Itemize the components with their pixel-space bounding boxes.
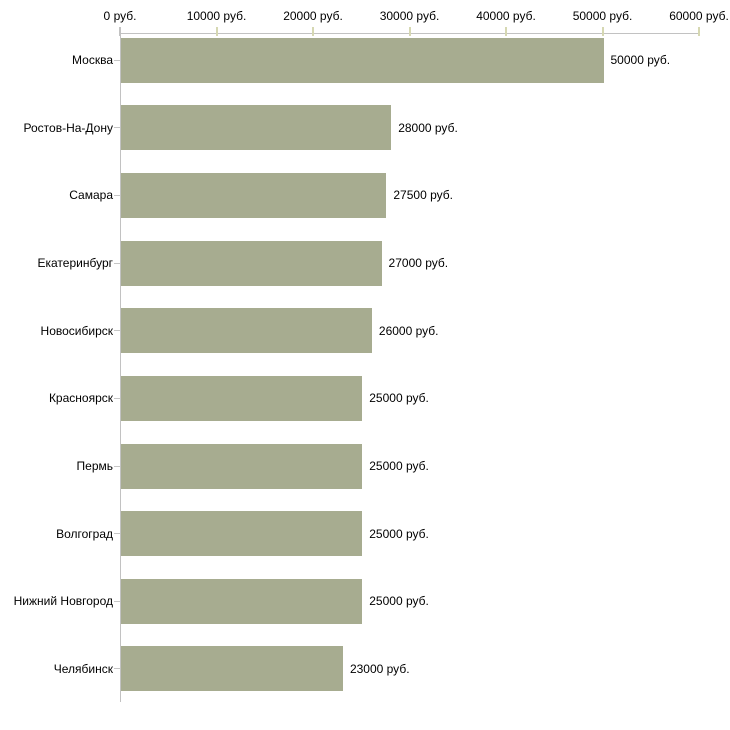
x-axis-tick-label: 50000 руб. <box>572 9 633 23</box>
bar-row: Волгоград 25000 руб. <box>0 511 730 557</box>
y-axis-line <box>120 33 121 702</box>
category-tick-mark <box>114 465 120 467</box>
value-label: 26000 руб. <box>378 323 439 338</box>
bar-row: Екатеринбург 27000 руб. <box>0 240 730 286</box>
category-tick-mark <box>114 330 120 332</box>
bar-row: Челябинск 23000 руб. <box>0 646 730 692</box>
bar <box>121 37 604 83</box>
x-axis-tick-label: 0 руб. <box>103 9 137 23</box>
value-label: 50000 руб. <box>610 53 671 68</box>
bar <box>121 172 387 218</box>
category-label: Красноярск <box>48 391 113 406</box>
value-label: 27000 руб. <box>388 256 449 271</box>
bar <box>121 646 343 692</box>
category-label: Челябинск <box>53 661 113 676</box>
category-tick-mark <box>114 127 120 129</box>
x-axis-tick-mark <box>408 27 411 36</box>
category-label: Нижний Новгород <box>13 594 113 609</box>
value-label: 27500 руб. <box>393 188 453 203</box>
value-label: 25000 руб. <box>369 459 429 474</box>
category-tick-mark <box>114 397 120 399</box>
x-axis-tick-mark <box>119 27 121 36</box>
bar <box>121 105 392 151</box>
bar-row: Новосибирск 26000 руб. <box>0 308 730 354</box>
x-axis-tick-mark <box>312 27 314 36</box>
category-label: Екатеринбург <box>37 256 114 271</box>
bar-row: Москва 50000 руб. <box>0 37 730 83</box>
x-axis-tick-mark <box>215 27 218 36</box>
category-tick-mark <box>114 194 120 196</box>
value-label: 23000 руб. <box>349 661 410 676</box>
category-tick-mark <box>114 533 120 535</box>
category-label: Ростов-На-Дону <box>23 120 113 135</box>
category-label: Волгоград <box>56 526 113 541</box>
x-axis-tick-mark <box>698 27 700 36</box>
category-tick-mark <box>114 59 120 61</box>
bar-row: Красноярск 25000 руб. <box>0 375 730 421</box>
value-label: 25000 руб. <box>369 526 429 541</box>
bar <box>121 308 372 354</box>
bar-row: Ростов-На-Дону 28000 руб. <box>0 105 730 151</box>
value-label: 25000 руб. <box>369 594 429 609</box>
bar-row: Нижний Новгород 25000 руб. <box>0 578 730 624</box>
x-axis-tick-label: 10000 руб. <box>186 9 247 23</box>
bar <box>121 511 363 557</box>
bar <box>121 375 363 421</box>
value-label: 25000 руб. <box>369 391 429 406</box>
x-axis-tick-label: 30000 руб. <box>379 9 440 23</box>
x-axis-tick-mark <box>601 27 604 36</box>
category-tick-mark <box>114 668 120 670</box>
category-tick-mark <box>114 262 120 264</box>
bar <box>121 578 363 624</box>
category-label: Москва <box>72 53 113 68</box>
bar <box>121 240 382 286</box>
x-axis-tick-label: 40000 руб. <box>476 9 536 23</box>
category-label: Самара <box>69 188 113 203</box>
x-axis-tick-label: 20000 руб. <box>283 9 343 23</box>
category-tick-mark <box>114 600 120 602</box>
bar-row: Самара 27500 руб. <box>0 172 730 218</box>
x-axis-tick-label: 60000 руб. <box>669 9 729 23</box>
category-label: Пермь <box>76 459 113 474</box>
value-label: 28000 руб. <box>398 120 458 135</box>
bar-row: Пермь 25000 руб. <box>0 443 730 489</box>
category-label: Новосибирск <box>40 323 113 338</box>
bar <box>121 443 363 489</box>
x-axis-tick-mark <box>505 27 507 36</box>
